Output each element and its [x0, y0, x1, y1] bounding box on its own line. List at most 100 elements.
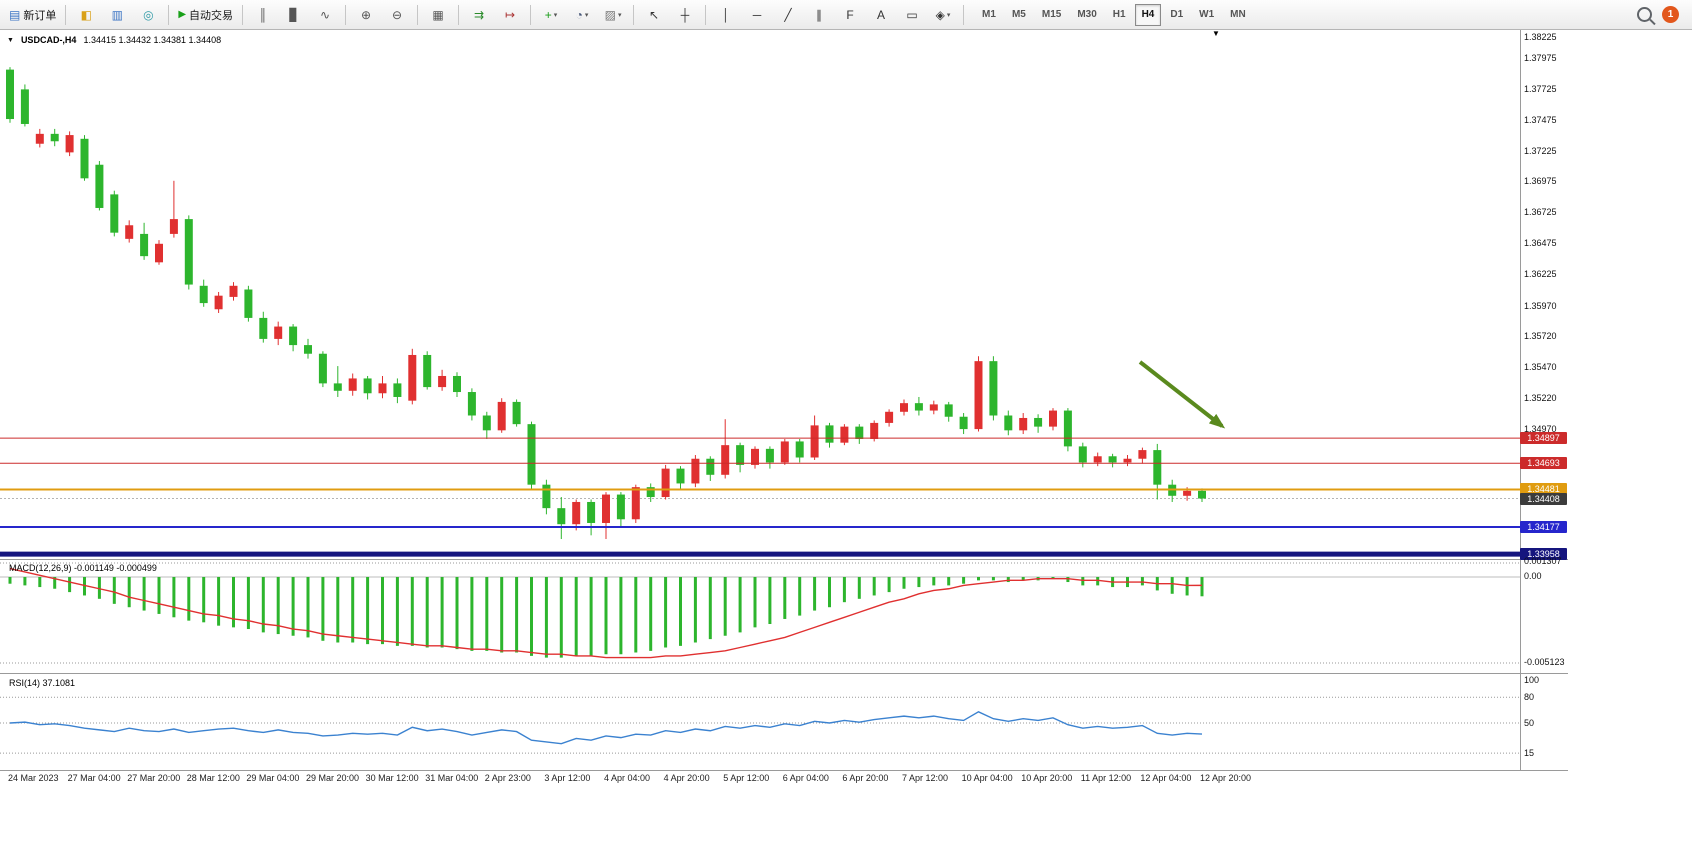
data-window-icon: ▥	[111, 7, 124, 22]
toolbar-separator	[458, 4, 460, 25]
auto-trading-button[interactable]: ▶ 自动交易	[174, 3, 237, 27]
vertical-line-button[interactable]: │	[711, 3, 741, 27]
toolbar-separator	[963, 4, 965, 25]
timeframe-w1[interactable]: W1	[1199, 9, 1215, 20]
price-axis-label: 1.37725	[1524, 83, 1557, 94]
cursor-button[interactable]: ↖	[639, 3, 669, 27]
auto-scroll-button[interactable]: ⇉	[464, 3, 494, 27]
time-scale[interactable]: 24 Mar 2023 27 Mar 04:00 27 Mar 20:00 28 Ma…	[0, 771, 1520, 789]
market-watch-button[interactable]: ◧	[71, 3, 101, 27]
shapes-icon: ◈	[935, 7, 945, 22]
price-axis-label: 1.34970	[1524, 424, 1557, 435]
zoom-out-button[interactable]: ⊖	[382, 3, 412, 27]
price-axis-label: 1.36225	[1524, 269, 1557, 280]
chart-menu-icon[interactable]: ▼	[7, 36, 14, 44]
market-watch-icon: ◧	[80, 7, 93, 22]
indicators-button[interactable]: + ▾	[536, 3, 566, 27]
fibonacci-button[interactable]: F	[835, 3, 865, 27]
text-label-icon: ▭	[906, 7, 918, 22]
time-axis-label: 4 Apr 20:00	[663, 773, 710, 783]
rsi-pane	[0, 696, 1520, 754]
price-axis-label: 1.35220	[1524, 393, 1557, 404]
resistance-line-2-badge: 1.34693	[1520, 457, 1567, 470]
toolbar-separator	[417, 4, 419, 25]
periods-button[interactable]: ◔ ▾	[567, 3, 597, 27]
price-axis-label: 1.35720	[1524, 331, 1557, 342]
trend-arrow[interactable]	[1138, 360, 1226, 429]
price-axis-label: 1.36475	[1524, 238, 1557, 249]
line-chart-icon: ∿	[320, 7, 331, 22]
chevron-down-icon: ▾	[946, 11, 951, 19]
new-order-button[interactable]: ▤ 新订单	[5, 3, 60, 27]
rsi-scale-label: 50	[1524, 718, 1535, 728]
price-scale-marker: ▼	[1212, 29, 1220, 38]
rsi-scale-label: 100	[1524, 675, 1540, 685]
crosshair-icon: ┼	[680, 7, 690, 22]
support-line-blue-2-badge: 1.33958	[1520, 548, 1567, 561]
price-lines-group[interactable]	[0, 437, 1520, 557]
time-axis-label: 6 Apr 04:00	[782, 773, 829, 783]
timeframe-h4[interactable]: H4	[1134, 3, 1162, 26]
time-axis-label: 24 Mar 2023	[8, 773, 59, 783]
time-axis-label: 10 Apr 20:00	[1021, 773, 1073, 783]
price-axis-label: 1.38225	[1524, 32, 1557, 42]
timeframe-mn[interactable]: MN	[1230, 9, 1246, 20]
candlestick-button[interactable]: ▊	[279, 3, 309, 27]
timeframe-m15[interactable]: M15	[1041, 9, 1062, 20]
horizontal-line-button[interactable]: ─	[742, 3, 772, 27]
macd-scale-label: 0.001307	[1524, 556, 1562, 566]
text-label-button[interactable]: ▭	[897, 3, 927, 27]
toolbar-separator	[168, 4, 170, 25]
chart-title-row: ▼ USDCAD-,H4 1.34415 1.34432 1.34381 1.3…	[7, 35, 221, 45]
time-axis-label: 5 Apr 12:00	[723, 773, 770, 783]
search-icon[interactable]	[1637, 7, 1652, 22]
text-icon: A	[877, 7, 886, 22]
shapes-button[interactable]: ◈ ▾	[928, 3, 958, 27]
macd-scale-label: 0.00	[1524, 571, 1542, 581]
toolbar-right-group: 1	[1637, 6, 1687, 23]
candles-group	[6, 67, 1206, 540]
line-chart-button[interactable]: ∿	[310, 3, 340, 27]
current-price-badge: 1.34408	[1520, 492, 1567, 505]
chart-window: ▼ USDCAD-,H4 1.34415 1.34432 1.34381 1.3…	[0, 29, 1692, 855]
data-window-button[interactable]: ▥	[102, 3, 132, 27]
zoom-in-button[interactable]: ⊕	[351, 3, 381, 27]
chevron-down-icon: ▾	[584, 11, 589, 19]
toolbar-separator	[705, 4, 707, 25]
chevron-down-icon: ▾	[617, 11, 622, 19]
trendline-button[interactable]: ╱	[773, 3, 803, 27]
price-scale[interactable]: 1.38225 1.37975 1.37725 1.37475 1.37225 1.369…	[1520, 30, 1592, 787]
timeframe-d1[interactable]: D1	[1170, 9, 1184, 20]
new-order-label: 新订单	[23, 9, 57, 22]
rsi-scale-label: 15	[1524, 748, 1535, 759]
navigator-button[interactable]: ◎	[133, 3, 163, 27]
timeframe-m1[interactable]: M1	[982, 9, 996, 20]
time-axis-label: 3 Apr 12:00	[544, 773, 591, 783]
time-axis-label: 29 Mar 20:00	[306, 773, 360, 783]
templates-button[interactable]: ▨ ▾	[598, 3, 628, 27]
crosshair-button[interactable]: ┼	[670, 3, 700, 27]
channel-icon: ∥	[816, 7, 823, 22]
ohlc-bars-button[interactable]: ║	[248, 3, 278, 27]
candlestick-icon: ▊	[289, 7, 299, 22]
macd-pane	[0, 562, 1520, 664]
chart-canvas[interactable]	[0, 30, 1568, 825]
text-button[interactable]: A	[866, 3, 896, 27]
notification-badge[interactable]: 1	[1662, 6, 1679, 23]
time-axis-label: 12 Apr 04:00	[1140, 773, 1192, 783]
time-axis-label: 30 Mar 12:00	[365, 773, 419, 783]
timeframe-m30[interactable]: M30	[1077, 9, 1097, 20]
time-axis-label: 28 Mar 12:00	[186, 773, 240, 783]
chart-ohlc-values: 1.34415 1.34432 1.34381 1.34408	[83, 35, 222, 45]
tile-windows-button[interactable]: ▦	[423, 3, 453, 27]
price-axis-label: 1.36725	[1524, 207, 1557, 218]
timeframe-h1[interactable]: H1	[1112, 9, 1126, 20]
timeframe-m5[interactable]: M5	[1011, 9, 1026, 20]
auto-scroll-icon: ⇉	[474, 7, 485, 22]
channel-button[interactable]: ∥	[804, 3, 834, 27]
chart-shift-button[interactable]: ↦	[495, 3, 525, 27]
toolbar-separator	[65, 4, 67, 25]
indicators-icon: +	[544, 7, 552, 22]
toolbar-chart-icon-group: ║ ▊ ∿ ⊕ ⊖ ▦ ⇉ ↦ + ▾ ◔ ▾ ▨ ▾ ↖ ┼ │ ─ ╱ ∥ F A ▭ ◈ ▾	[248, 3, 958, 27]
time-axis-label: 7 Apr 12:00	[902, 773, 949, 783]
